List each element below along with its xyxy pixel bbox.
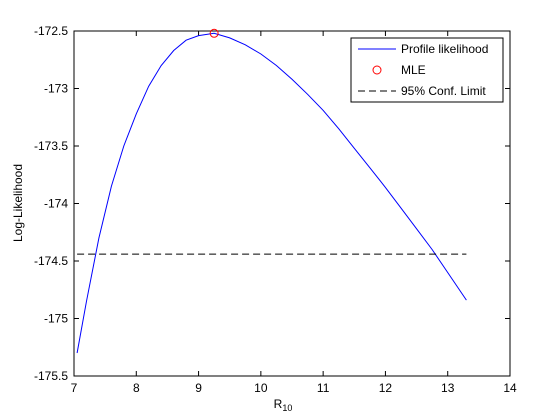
y-tick-label: -174: [44, 197, 68, 211]
legend-label-profile-likelihood: Profile likelihood: [401, 42, 488, 56]
x-tick-label: 14: [503, 381, 517, 395]
x-axis-ticks: 7 8 9 10 11 12 13 14: [71, 31, 517, 395]
legend-label-conf-limit: 95% Conf. Limit: [401, 84, 486, 98]
series-layer: [76, 28, 467, 354]
x-tick-label: 13: [441, 381, 455, 395]
x-tick-label: 8: [133, 381, 140, 395]
legend-swatch-mle: [372, 65, 382, 75]
y-tick-label: -174.5: [34, 254, 68, 268]
y-tick-label: -175.5: [34, 369, 68, 383]
y-axis-ticks: -172.5 -173 -173.5 -174 -174.5 -175 -175.5: [34, 24, 510, 383]
x-tick-label: 7: [71, 381, 78, 395]
x-axis-label: R10: [274, 397, 293, 413]
mle-point: [209, 28, 219, 38]
y-tick-label: -173.5: [34, 139, 68, 153]
legend-label-mle: MLE: [401, 63, 426, 77]
y-tick-label: -175: [44, 312, 68, 326]
y-tick-label: -172.5: [34, 24, 68, 38]
x-tick-label: 10: [254, 381, 268, 395]
series-line-profile-likelihood: [76, 32, 467, 354]
x-tick-label: 9: [195, 381, 202, 395]
x-tick-label: 12: [379, 381, 393, 395]
legend: Profile likelihood MLE 95% Conf. Limit: [350, 37, 504, 103]
y-tick-label: -173: [44, 82, 68, 96]
y-axis-label: Log-Likelihood: [11, 164, 25, 242]
x-tick-label: 11: [317, 381, 330, 395]
x-axis-label-subscript: 10: [282, 403, 292, 413]
x-axis-label-main: R: [274, 397, 283, 411]
